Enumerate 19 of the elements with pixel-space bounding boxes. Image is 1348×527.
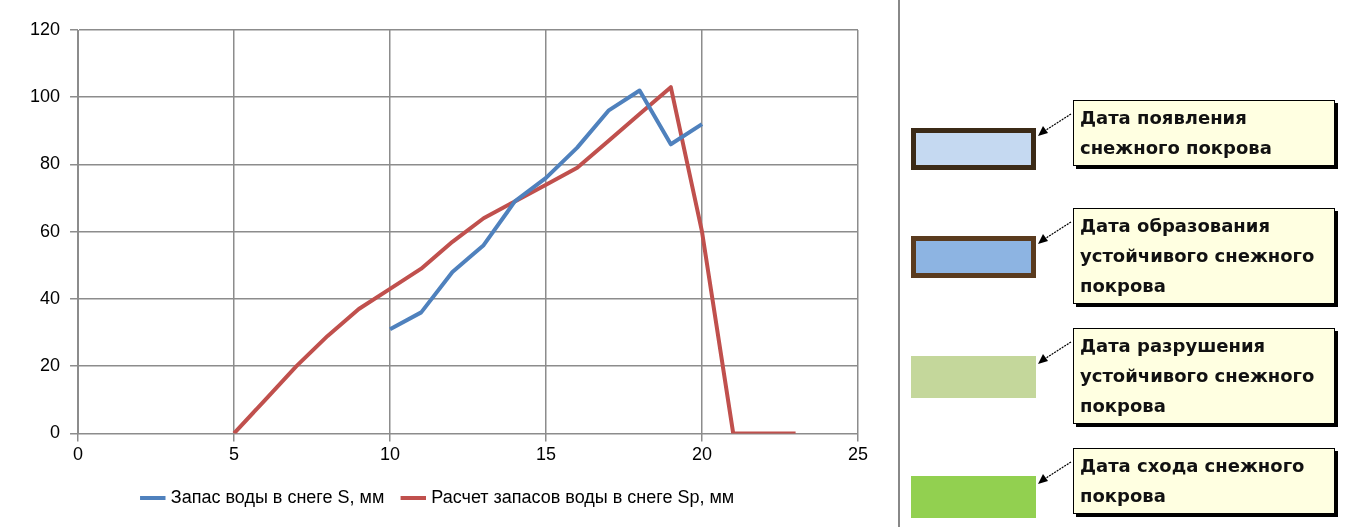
text: Дата разрушения устойчивого снежного покрова — [1073, 328, 1335, 424]
y-tick-label: 20 — [40, 355, 61, 376]
text: Дата образования устойчивого снежного покрова — [1073, 208, 1335, 304]
y-tick-label: 60 — [40, 220, 61, 241]
x-tick-label: 25 — [847, 444, 869, 465]
text: Дата появления снежного покрова — [1073, 100, 1335, 166]
y-tick-label: 0 — [50, 422, 61, 443]
x-tick-label: 15 — [536, 444, 557, 465]
x-tick-label: 0 — [73, 444, 84, 465]
legend-label: Расчет запасов воды в снеге Sp, мм — [431, 486, 735, 507]
y-tick-label: 40 — [40, 287, 61, 308]
y-tick-label: 100 — [29, 86, 61, 107]
x-tick-label: 10 — [380, 444, 401, 465]
x-tick-label: 20 — [691, 444, 713, 465]
legend-label: Запас воды в снеге S, мм — [170, 486, 385, 507]
y-tick-label: 80 — [40, 153, 61, 174]
x-tick-label: 5 — [229, 444, 240, 465]
text: Дата схода снежного покрова — [1073, 448, 1335, 514]
y-tick-label: 120 — [29, 18, 61, 39]
